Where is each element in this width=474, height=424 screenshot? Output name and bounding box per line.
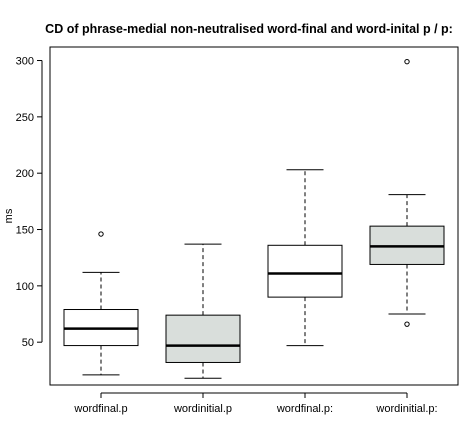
y-tick-label: 250 (16, 112, 34, 124)
box-iqr (267, 244, 343, 298)
y-axis-ticks: 50 100 150 200 250 300 (16, 56, 42, 349)
y-axis-label: ms (3, 208, 15, 223)
x-tick-label: wordfinal.p (73, 403, 127, 415)
x-tick-label: wordinitial.p (173, 403, 232, 415)
outlier-point (404, 321, 410, 327)
outlier-point (98, 231, 104, 237)
y-tick-label: 100 (16, 281, 34, 293)
x-axis-ticks: wordfinal.p wordinitial.p wordfinal.p: word… (73, 392, 438, 415)
x-tick-label: wordfinal.p: (276, 403, 333, 415)
box-4 (369, 58, 445, 327)
y-tick-label: 200 (16, 168, 34, 180)
box-2 (165, 243, 241, 379)
box-series (63, 58, 445, 379)
y-tick-label: 150 (16, 225, 34, 237)
box-3 (267, 169, 343, 347)
outlier-point (404, 58, 410, 65)
box-1 (63, 231, 139, 376)
chart-title: CD of phrase-medial non-neutralised word… (45, 22, 453, 36)
y-tick-label: 50 (22, 337, 34, 349)
y-tick-label: 300 (16, 56, 34, 68)
x-tick-label: wordinitial.p: (375, 403, 437, 415)
box-iqr (165, 314, 241, 363)
plot-frame (49, 46, 459, 386)
